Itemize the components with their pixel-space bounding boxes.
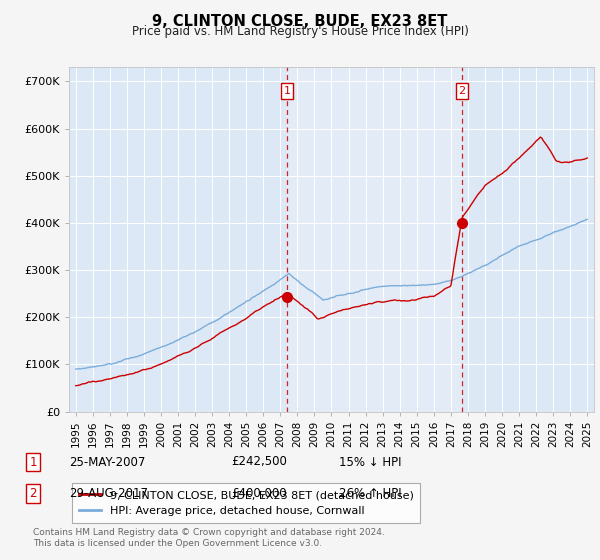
Text: Contains HM Land Registry data © Crown copyright and database right 2024.
This d: Contains HM Land Registry data © Crown c…	[33, 528, 385, 548]
Text: 26% ↑ HPI: 26% ↑ HPI	[339, 487, 401, 501]
Text: 29-AUG-2017: 29-AUG-2017	[69, 487, 148, 501]
Text: £400,000: £400,000	[231, 487, 287, 501]
Text: 9, CLINTON CLOSE, BUDE, EX23 8ET: 9, CLINTON CLOSE, BUDE, EX23 8ET	[152, 14, 448, 29]
Text: 25-MAY-2007: 25-MAY-2007	[69, 455, 145, 469]
Text: 1: 1	[29, 455, 37, 469]
Text: 1: 1	[284, 86, 290, 96]
Text: Price paid vs. HM Land Registry's House Price Index (HPI): Price paid vs. HM Land Registry's House …	[131, 25, 469, 38]
Text: 2: 2	[458, 86, 466, 96]
Legend: 9, CLINTON CLOSE, BUDE, EX23 8ET (detached house), HPI: Average price, detached : 9, CLINTON CLOSE, BUDE, EX23 8ET (detach…	[72, 483, 420, 523]
Text: £242,500: £242,500	[231, 455, 287, 469]
Text: 15% ↓ HPI: 15% ↓ HPI	[339, 455, 401, 469]
Bar	[287, 67, 462, 412]
Text: 2: 2	[29, 487, 37, 501]
